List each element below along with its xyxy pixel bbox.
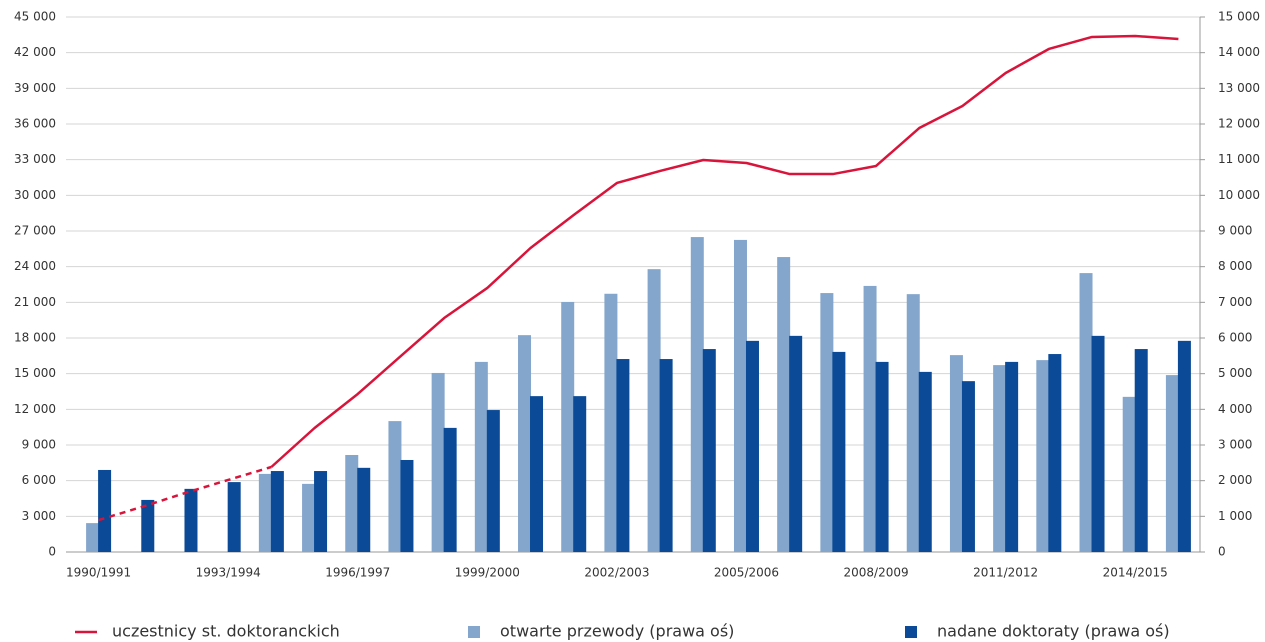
y-tick-label: 15 000	[14, 366, 56, 380]
bar	[357, 467, 371, 552]
y2-tick-label: 2 000	[1218, 473, 1252, 487]
bar	[690, 237, 704, 552]
legend-swatch	[468, 626, 480, 638]
y-tick-label: 30 000	[14, 188, 56, 202]
y-tick-label: 39 000	[14, 81, 56, 95]
bar	[227, 482, 241, 552]
y2-tick-label: 15 000	[1218, 10, 1260, 24]
bar	[789, 335, 803, 552]
legend-label: otwarte przewody (prawa oś)	[500, 622, 734, 641]
bar	[1079, 273, 1093, 552]
legend-label: uczestnicy st. doktoranckich	[112, 622, 340, 641]
bar	[906, 294, 920, 552]
bar	[302, 483, 316, 552]
bar	[474, 361, 488, 552]
y-tick-label: 12 000	[14, 402, 56, 416]
y2-tick-label: 5 000	[1218, 366, 1252, 380]
bar	[270, 471, 284, 552]
bar	[863, 285, 877, 552]
y2-tick-label: 1 000	[1218, 509, 1252, 523]
x-tick-label: 1996/1997	[325, 566, 390, 580]
x-tick-label: 2011/2012	[973, 566, 1038, 580]
y2-tick-label: 12 000	[1218, 117, 1260, 131]
bar	[777, 257, 791, 552]
bar	[530, 396, 544, 552]
bar	[1091, 335, 1105, 552]
x-tick-label: 1993/1994	[196, 566, 261, 580]
bar	[1122, 396, 1136, 552]
y2-tick-label: 0	[1218, 545, 1226, 559]
y-tick-label: 6 000	[22, 473, 56, 487]
bar	[820, 293, 834, 552]
y-tick-label: 9 000	[22, 438, 56, 452]
bar	[961, 381, 975, 552]
y2-tick-label: 3 000	[1218, 438, 1252, 452]
bar	[733, 239, 747, 552]
y2-tick-label: 8 000	[1218, 259, 1252, 273]
bar	[184, 488, 198, 552]
y-tick-label: 42 000	[14, 45, 56, 59]
bar	[1036, 360, 1050, 552]
x-tick-label: 2008/2009	[843, 566, 908, 580]
bar	[832, 351, 846, 552]
y-tick-label: 33 000	[14, 152, 56, 166]
bar	[745, 340, 759, 552]
y2-tick-label: 7 000	[1218, 295, 1252, 309]
bar	[388, 421, 402, 552]
bar	[573, 396, 587, 552]
x-tick-label: 2014/2015	[1103, 566, 1168, 580]
bar	[561, 301, 575, 552]
bar	[1177, 340, 1191, 552]
bar	[258, 473, 272, 552]
bar	[345, 454, 359, 552]
bar	[518, 335, 532, 552]
bar	[1134, 349, 1148, 552]
legend-swatch	[905, 626, 917, 638]
x-tick-label: 1999/2000	[455, 566, 520, 580]
bar	[647, 269, 661, 552]
bar	[1165, 375, 1179, 552]
x-tick-label: 2005/2006	[714, 566, 779, 580]
bar	[875, 361, 889, 552]
y-tick-label: 21 000	[14, 295, 56, 309]
bar	[1005, 361, 1019, 552]
bar	[98, 469, 112, 552]
y-tick-label: 45 000	[14, 10, 56, 24]
y-tick-label: 27 000	[14, 224, 56, 238]
y2-tick-label: 14 000	[1218, 45, 1260, 59]
bar	[400, 459, 414, 552]
bar	[949, 355, 963, 552]
bar	[314, 471, 328, 552]
y2-tick-label: 4 000	[1218, 402, 1252, 416]
y-tick-label: 24 000	[14, 259, 56, 273]
bar	[604, 293, 618, 552]
x-tick-label: 2002/2003	[584, 566, 649, 580]
y2-tick-label: 9 000	[1218, 224, 1252, 238]
bar	[86, 523, 100, 552]
bar	[486, 410, 500, 552]
bar	[431, 372, 445, 552]
y2-tick-label: 13 000	[1218, 81, 1260, 95]
y2-tick-label: 11 000	[1218, 152, 1260, 166]
bar	[443, 427, 457, 552]
bar	[702, 349, 716, 552]
bar	[616, 359, 630, 552]
y2-tick-label: 10 000	[1218, 188, 1260, 202]
bar	[659, 359, 673, 552]
y-tick-label: 0	[48, 545, 56, 559]
bar	[993, 365, 1007, 552]
bar	[1048, 354, 1062, 552]
y-tick-label: 36 000	[14, 117, 56, 131]
y-tick-label: 3 000	[22, 509, 56, 523]
y-tick-label: 18 000	[14, 331, 56, 345]
bar	[141, 499, 155, 552]
x-tick-label: 1990/1991	[66, 566, 131, 580]
y2-tick-label: 6 000	[1218, 331, 1252, 345]
legend-label: nadane doktoraty (prawa oś)	[937, 622, 1170, 641]
line	[98, 465, 272, 522]
bar	[918, 371, 932, 552]
line	[270, 34, 1179, 468]
